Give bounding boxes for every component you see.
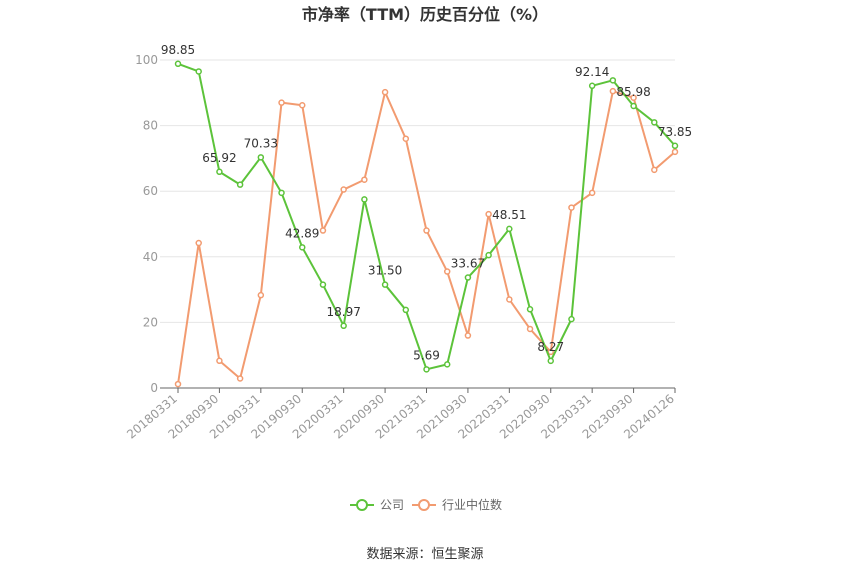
data-point[interactable] xyxy=(174,380,182,388)
data-label: 8.27 xyxy=(537,340,564,354)
y-tick-label: 60 xyxy=(143,184,158,198)
data-point[interactable] xyxy=(236,181,244,188)
series-line-0 xyxy=(177,62,676,371)
data-point[interactable] xyxy=(361,196,368,203)
data-point[interactable] xyxy=(278,189,285,197)
data-point[interactable] xyxy=(216,357,223,365)
data-point[interactable] xyxy=(630,102,637,110)
data-label: 48.51 xyxy=(492,208,526,222)
data-point[interactable] xyxy=(381,88,389,96)
series-1 xyxy=(174,87,679,388)
data-point[interactable] xyxy=(381,281,389,288)
data-point[interactable] xyxy=(299,102,306,109)
data-point[interactable] xyxy=(464,332,472,339)
data-label: 31.50 xyxy=(368,264,402,278)
data-point[interactable] xyxy=(402,135,410,142)
data-point[interactable] xyxy=(588,82,596,90)
data-point[interactable] xyxy=(299,244,306,251)
data-point[interactable] xyxy=(257,291,265,299)
data-point[interactable] xyxy=(443,268,451,275)
data-label: 5.69 xyxy=(413,348,440,362)
data-point[interactable] xyxy=(443,361,451,368)
data-point[interactable] xyxy=(236,375,244,382)
data-point[interactable] xyxy=(526,325,534,333)
data-point[interactable] xyxy=(506,296,513,303)
legend-swatch-marker xyxy=(418,499,430,511)
data-point[interactable] xyxy=(651,119,658,126)
data-label: 85.98 xyxy=(616,85,650,99)
y-tick-label: 100 xyxy=(135,53,158,67)
data-label: 65.92 xyxy=(202,151,236,165)
data-label: 42.89 xyxy=(285,226,319,240)
data-point[interactable] xyxy=(319,227,327,234)
data-point[interactable] xyxy=(526,306,534,313)
data-point[interactable] xyxy=(195,68,202,75)
data-point[interactable] xyxy=(485,251,492,259)
y-tick-label: 80 xyxy=(143,119,158,133)
data-point[interactable] xyxy=(216,168,223,176)
series-0: 98.85 65.92 70.33 42.89 18.97 31.50 5.69 33.67 4… xyxy=(161,43,692,373)
series-line-1 xyxy=(177,90,676,385)
data-label: 73.85 xyxy=(658,125,692,139)
data-point[interactable] xyxy=(340,186,347,193)
data-point[interactable] xyxy=(609,87,617,95)
data-label: 18.97 xyxy=(326,305,360,319)
data-point[interactable] xyxy=(174,60,182,68)
data-point[interactable] xyxy=(485,210,492,218)
data-label: 70.33 xyxy=(244,136,278,150)
legend-label[interactable]: 行业中位数 xyxy=(442,497,502,512)
data-point[interactable] xyxy=(651,166,658,174)
data-point[interactable] xyxy=(671,148,679,156)
source-note: 数据来源：恒生聚源 xyxy=(366,547,483,562)
data-point[interactable] xyxy=(423,227,430,234)
data-point[interactable] xyxy=(195,239,202,247)
legend-swatch-marker xyxy=(356,499,368,511)
data-label: 98.85 xyxy=(161,43,195,57)
data-point[interactable] xyxy=(547,357,554,365)
y-tick-label: 20 xyxy=(143,315,158,329)
data-point[interactable] xyxy=(588,189,596,197)
data-point[interactable] xyxy=(568,315,575,323)
data-point[interactable] xyxy=(568,204,575,211)
data-point[interactable] xyxy=(609,77,617,84)
data-point[interactable] xyxy=(506,225,513,233)
y-tick-label: 0 xyxy=(150,381,158,395)
data-point[interactable] xyxy=(278,99,285,106)
data-point[interactable] xyxy=(319,281,327,288)
data-point[interactable] xyxy=(547,348,554,356)
data-point[interactable] xyxy=(402,306,410,314)
legend-label[interactable]: 公司 xyxy=(380,498,404,512)
y-tick-label: 40 xyxy=(143,250,158,264)
data-label: 92.14 xyxy=(575,65,609,79)
data-point[interactable] xyxy=(257,154,265,161)
data-point[interactable] xyxy=(340,322,347,330)
data-point[interactable] xyxy=(671,142,679,150)
data-point[interactable] xyxy=(361,176,368,183)
data-label: 33.67 xyxy=(451,257,485,271)
data-point[interactable] xyxy=(464,274,472,281)
chart-title: 市净率（TTM）历史百分位（%） xyxy=(302,5,548,24)
data-point[interactable] xyxy=(423,366,430,373)
data-point[interactable] xyxy=(630,94,637,101)
